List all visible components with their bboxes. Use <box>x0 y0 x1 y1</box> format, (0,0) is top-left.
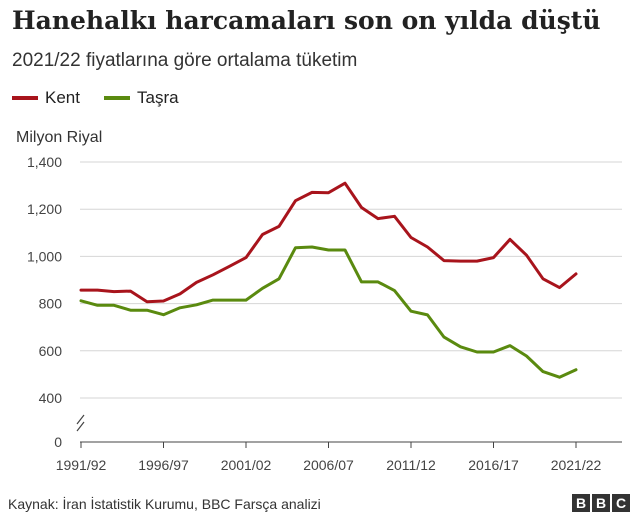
legend-label-tasra: Taşra <box>136 88 179 107</box>
legend-swatch-tasra <box>103 96 130 100</box>
y-tick-label: 600 <box>39 343 63 359</box>
series-line-tasra <box>79 245 578 379</box>
y-tick-labels: 0 400 600 800 1,000 1,200 1,400 <box>27 154 62 450</box>
x-tick-label: 1996/97 <box>138 457 189 473</box>
x-tick-label: 1991/92 <box>56 457 107 473</box>
series-lines <box>79 181 578 379</box>
y-tick-label: 1,200 <box>27 201 62 217</box>
x-tick-label: 2001/02 <box>221 457 272 473</box>
axis-break-icon <box>76 414 85 432</box>
bbc-logo-box: B <box>572 494 590 512</box>
x-axis: 1991/92 1996/97 2001/02 2006/07 2011/12 2016/… <box>56 442 602 473</box>
bbc-logo: B B C <box>570 494 630 512</box>
chart-title: Hanehalkı harcamaları son on yılda düştü <box>12 6 601 35</box>
bbc-logo-box: C <box>612 494 630 512</box>
y-tick-label: 400 <box>39 390 63 406</box>
y-tick-label: 1,000 <box>27 248 62 264</box>
legend-item-kent: Kent <box>12 88 80 108</box>
legend: Kent Taşra <box>12 88 203 108</box>
x-tick-label: 2006/07 <box>303 457 354 473</box>
x-tick-label: 2021/22 <box>551 457 602 473</box>
y-tick-label: 1,400 <box>27 154 62 170</box>
line-chart: Milyon Riyal 0 400 600 800 1,000 1,200 1,400 1… <box>16 129 622 473</box>
legend-label-kent: Kent <box>45 88 80 107</box>
series-line-kent <box>79 181 578 304</box>
x-tick-label: 2016/17 <box>468 457 519 473</box>
gridlines <box>76 161 622 443</box>
legend-swatch-kent <box>12 96 38 100</box>
y-tick-label: 800 <box>39 296 63 312</box>
legend-item-tasra: Taşra <box>103 88 179 108</box>
chart-subtitle: 2021/22 fiyatlarına göre ortalama tüketi… <box>12 50 358 71</box>
bbc-logo-box: B <box>592 494 610 512</box>
y-axis-label: Milyon Riyal <box>16 129 102 146</box>
x-tick-label: 2011/12 <box>386 457 436 473</box>
source-note: Kaynak: İran İstatistik Kurumu, BBC Fars… <box>8 496 321 512</box>
y-tick-label: 0 <box>54 434 62 450</box>
